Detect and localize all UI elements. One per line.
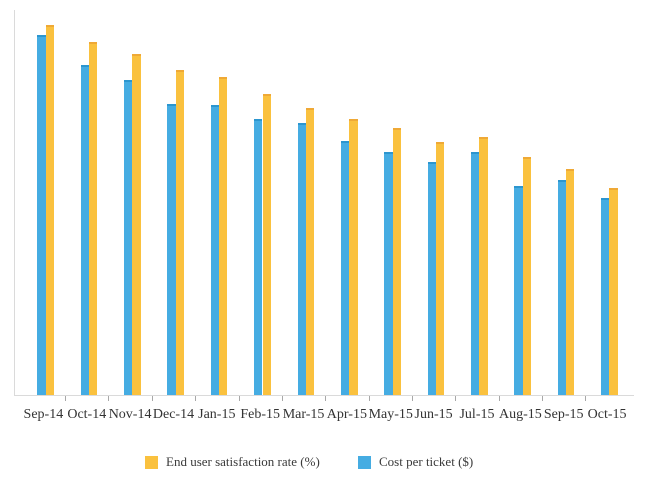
bar-satisfaction	[349, 119, 358, 395]
x-axis-tick	[195, 396, 197, 401]
x-axis-tick	[108, 396, 110, 401]
bar-cost-per-ticket	[384, 152, 393, 395]
bar-cost-per-ticket	[80, 65, 90, 395]
x-axis-label: Mar-15	[282, 407, 325, 422]
bar-satisfaction	[89, 42, 98, 395]
x-axis-tick	[585, 396, 587, 401]
x-axis-label: Jun-15	[414, 407, 453, 422]
bar-cost-per-ticket	[124, 80, 133, 395]
x-axis-label: Feb-15	[240, 407, 281, 422]
bar-cost-per-ticket	[254, 119, 263, 395]
legend-swatch-satisfaction-icon	[145, 455, 158, 469]
x-axis-tick	[455, 396, 457, 401]
x-axis-label: Jul-15	[459, 407, 495, 422]
x-axis-tick	[368, 396, 370, 401]
x-axis-label: Oct-14	[67, 407, 107, 422]
x-axis-label: Dec-14	[152, 407, 195, 422]
bar-satisfaction	[479, 137, 488, 395]
bar-cost-per-ticket	[37, 35, 46, 395]
x-axis-label: May-15	[368, 407, 413, 422]
bar-cost-per-ticket	[427, 162, 436, 395]
bar-cost-per-ticket	[297, 123, 306, 395]
x-axis-label: Sep-14	[23, 407, 64, 422]
bar-satisfaction	[566, 169, 575, 395]
y-axis-line	[14, 10, 15, 395]
bar-cost-per-ticket	[470, 152, 480, 395]
x-axis-line	[14, 395, 634, 396]
bar-cost-per-ticket	[601, 198, 610, 395]
x-axis-tick	[281, 396, 283, 401]
bar-satisfaction	[175, 70, 185, 395]
legend-label-satisfaction: End user satisfaction rate (%)	[166, 454, 320, 469]
legend: End user satisfaction rate (%) Cost per …	[0, 448, 646, 478]
x-axis-tick	[238, 396, 240, 401]
x-axis-tick	[65, 396, 67, 401]
bar-cost-per-ticket	[210, 105, 220, 395]
bar-satisfaction	[132, 53, 141, 395]
x-axis-tick	[542, 396, 543, 401]
bar-cost-per-ticket	[557, 180, 566, 395]
x-axis-label: Apr-15	[326, 407, 367, 422]
x-axis-tick	[325, 396, 327, 401]
legend-swatch-cost-icon	[358, 455, 371, 469]
bar-cost-per-ticket	[167, 103, 176, 395]
bar-satisfaction	[262, 93, 271, 395]
x-axis-label: Jan-15	[198, 407, 236, 422]
plot-area: Sep-14 Oct-14 Nov-14 Dec-14 Jan-15 Feb-15 Mar-…	[14, 10, 634, 422]
legend-item-satisfaction: End user satisfaction rate (%)	[145, 455, 320, 469]
bar-satisfaction	[435, 142, 445, 395]
bar-satisfaction	[522, 156, 532, 395]
x-axis-tick	[411, 396, 413, 401]
x-axis-label: Oct-15	[587, 407, 627, 422]
legend-label-cost: Cost per ticket ($)	[379, 454, 474, 469]
x-axis-label: Nov-14	[108, 407, 152, 422]
bar-satisfaction	[219, 77, 228, 395]
legend-item-cost: Cost per ticket ($)	[358, 455, 473, 469]
x-axis-label: Sep-15	[543, 407, 584, 422]
x-axis-tick	[498, 396, 500, 401]
bar-satisfaction	[609, 187, 618, 395]
bar-satisfaction	[392, 127, 401, 395]
x-axis-tick	[151, 396, 153, 401]
bar-satisfaction	[305, 108, 315, 395]
bar-cost-per-ticket	[340, 140, 350, 395]
bar-satisfaction	[45, 25, 55, 395]
x-axis-label: Aug-15	[498, 407, 542, 422]
bar-cost-per-ticket	[514, 185, 523, 395]
